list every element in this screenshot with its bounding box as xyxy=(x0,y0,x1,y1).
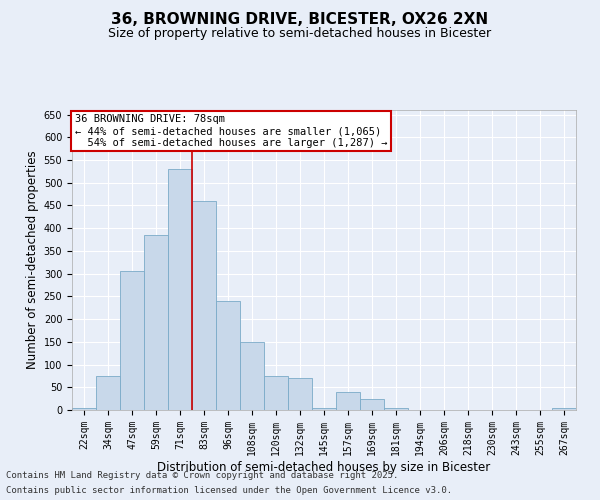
Text: Size of property relative to semi-detached houses in Bicester: Size of property relative to semi-detach… xyxy=(109,28,491,40)
X-axis label: Distribution of semi-detached houses by size in Bicester: Distribution of semi-detached houses by … xyxy=(157,460,491,473)
Bar xyxy=(336,392,360,410)
Bar xyxy=(384,408,408,410)
Text: 36 BROWNING DRIVE: 78sqm
← 44% of semi-detached houses are smaller (1,065)
  54%: 36 BROWNING DRIVE: 78sqm ← 44% of semi-d… xyxy=(74,114,387,148)
Text: 36, BROWNING DRIVE, BICESTER, OX26 2XN: 36, BROWNING DRIVE, BICESTER, OX26 2XN xyxy=(112,12,488,28)
Bar xyxy=(120,272,144,410)
Bar xyxy=(144,235,168,410)
Y-axis label: Number of semi-detached properties: Number of semi-detached properties xyxy=(26,150,40,370)
Bar xyxy=(168,169,192,410)
Text: Contains public sector information licensed under the Open Government Licence v3: Contains public sector information licen… xyxy=(6,486,452,495)
Bar xyxy=(312,408,336,410)
Bar xyxy=(72,408,96,410)
Bar xyxy=(216,301,240,410)
Bar xyxy=(552,408,576,410)
Bar xyxy=(360,398,384,410)
Bar xyxy=(192,201,216,410)
Bar xyxy=(240,342,264,410)
Bar xyxy=(96,376,120,410)
Bar xyxy=(288,378,312,410)
Bar xyxy=(264,376,288,410)
Text: Contains HM Land Registry data © Crown copyright and database right 2025.: Contains HM Land Registry data © Crown c… xyxy=(6,471,398,480)
